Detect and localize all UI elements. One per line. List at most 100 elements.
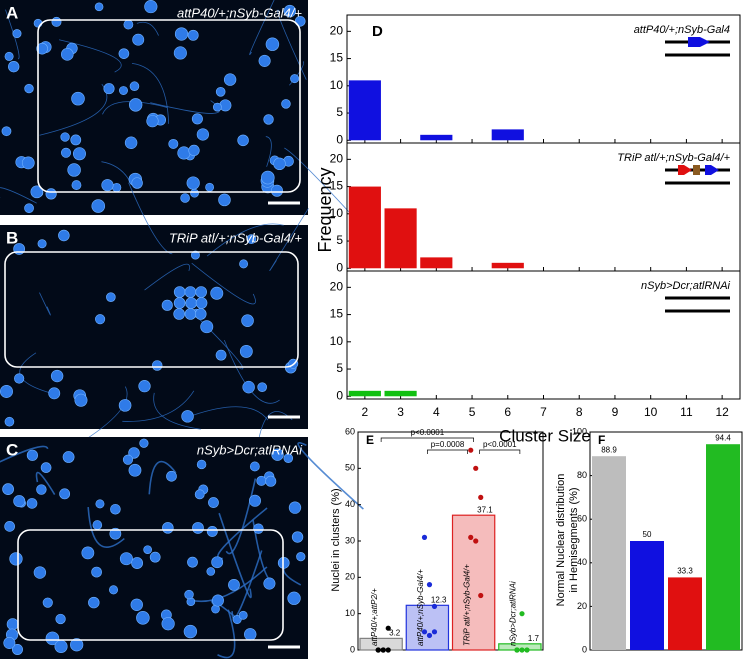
y-tick-label: 15 [330, 307, 344, 321]
nucleus [168, 138, 179, 149]
y-tick-label: 20 [345, 572, 355, 582]
nucleus [151, 360, 163, 371]
y-tick-label: 5 [336, 233, 343, 247]
nucleus [101, 179, 114, 192]
significance-label: p<0.0001 [483, 440, 517, 449]
x-tick-label: 12 [715, 405, 729, 419]
nucleus [109, 527, 122, 540]
axon [297, 442, 364, 510]
nucleus [144, 0, 158, 14]
nucleus [206, 525, 218, 537]
bar [491, 262, 524, 269]
region-outline [4, 251, 299, 368]
data-point [468, 534, 474, 540]
axon [191, 262, 256, 305]
y-tick-label: 10 [330, 206, 344, 220]
nucleus [91, 199, 106, 213]
y-tick-label: 20 [577, 601, 587, 611]
nucleus-cluster [184, 286, 197, 298]
nucleus [128, 98, 143, 112]
nucleus [196, 128, 209, 141]
nucleus [4, 51, 14, 61]
nucleus [248, 494, 261, 507]
data-point [473, 538, 479, 544]
y-tick-label: 50 [345, 463, 355, 473]
y-axis-label: Frequency [315, 167, 335, 252]
y-tick-label: 0 [350, 644, 355, 654]
nucleus [211, 556, 224, 569]
bar [420, 257, 453, 269]
nucleus [194, 489, 205, 500]
nucleus [288, 501, 302, 514]
nucleus [265, 475, 277, 487]
nucleus [123, 19, 134, 30]
nucleus [50, 369, 64, 383]
nucleus [232, 614, 242, 624]
axon [102, 101, 168, 115]
nucleus [210, 286, 224, 300]
nucleus [30, 185, 44, 199]
x-tick-label: 5 [469, 405, 476, 419]
axon [0, 445, 49, 463]
data-point [514, 647, 520, 653]
nucleus [184, 589, 194, 600]
nucleus [131, 557, 143, 569]
value-label: 50 [643, 530, 652, 539]
nucleus [108, 585, 119, 595]
y-tick-label: 5 [336, 361, 343, 375]
category-label: attP40/+;attP2/+ [370, 588, 379, 646]
axon [192, 566, 268, 603]
nucleus [95, 499, 105, 509]
region-outline [17, 529, 284, 641]
x-tick-label: 10 [644, 405, 658, 419]
nucleus [241, 314, 254, 327]
bar [592, 456, 626, 650]
x-tick-label: 6 [504, 405, 511, 419]
data-point [421, 629, 428, 635]
y-tick-label: 10 [330, 78, 344, 92]
nucleus [174, 27, 189, 41]
data-point [524, 647, 530, 653]
nucleus [45, 188, 57, 200]
nucleus [212, 102, 222, 112]
nucleus [228, 579, 240, 591]
nucleus [223, 73, 237, 86]
nucleus [238, 610, 248, 620]
panel-letter: A [6, 3, 18, 22]
region-outline [37, 19, 301, 193]
nucleus [187, 556, 198, 568]
transgene [688, 37, 710, 47]
nucleus [58, 229, 70, 242]
bar [348, 186, 381, 269]
nucleus [246, 234, 257, 245]
nucleus [242, 380, 255, 394]
nucleus [9, 552, 23, 566]
axon [153, 392, 201, 430]
y-tick-label: 5 [336, 105, 343, 119]
nucleus [45, 631, 60, 646]
nucleus [261, 170, 275, 185]
nucleus [173, 46, 187, 60]
panel-letter: F [598, 433, 605, 447]
data-point [431, 629, 438, 635]
nucleus [92, 520, 103, 530]
bar [359, 637, 403, 651]
panel-letter: C [6, 440, 18, 459]
nucleus [12, 29, 22, 39]
nucleus [249, 461, 260, 472]
x-tick-label: 11 [680, 405, 693, 419]
nucleus [59, 488, 71, 500]
nucleus [119, 552, 133, 566]
y-tick-label: 0 [336, 260, 343, 274]
nucleus [36, 484, 47, 495]
axon [136, 21, 159, 36]
nucleus [51, 16, 62, 27]
nucleus [253, 523, 264, 534]
data-point [385, 647, 391, 653]
nucleus [187, 29, 199, 41]
panel-letter: D [372, 23, 383, 40]
value-label: 37.1 [477, 505, 493, 514]
panel-letter: B [6, 228, 18, 247]
nucleus-cluster [195, 297, 208, 309]
